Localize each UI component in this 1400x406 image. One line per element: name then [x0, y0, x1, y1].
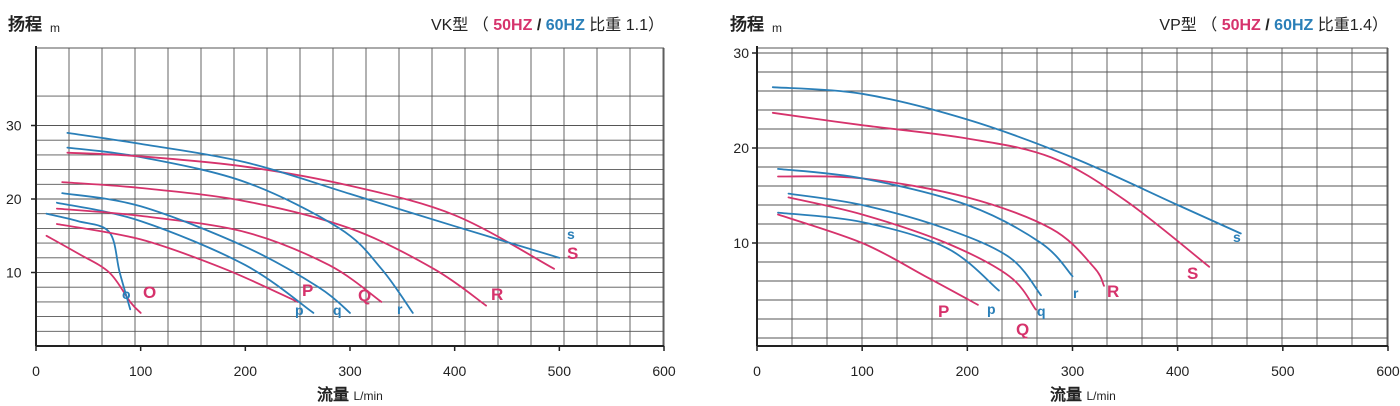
vk-curve-label-r: r [397, 301, 403, 317]
vp-title-gravity: 比重1.4） [1318, 16, 1388, 34]
vp-chart-panel: 扬程 m VP型 （ 50HZ / 60HZ 比重1.4） 0 100 200 300… [730, 14, 1400, 404]
vk-title-sep: / [537, 17, 542, 34]
vk-curve-label-s: s [567, 226, 575, 242]
vp-curve-60hz-q [787, 192, 1042, 297]
vp-curve-60hz-p [777, 211, 1000, 292]
vp-x-tick-label: 500 [1271, 363, 1295, 379]
vp-curves [771, 86, 1242, 311]
vk-curve-60hz-q [61, 192, 351, 314]
vp-curve-label-Q: Q [1016, 320, 1029, 339]
vk-curves [45, 132, 561, 314]
vk-curve-labels: Oo Pp Qq Rr Ss [122, 226, 578, 318]
vk-title-50hz: 50HZ [493, 17, 532, 34]
vk-curve-label-O: O [143, 283, 156, 302]
vp-title-sep: / [1265, 17, 1270, 34]
vk-x-tick-label: 0 [32, 363, 40, 379]
vk-xlabel-unit: L/min [353, 389, 382, 403]
vk-title-gravity: 比重 1.1） [589, 16, 664, 34]
vp-curve-label-p: p [987, 301, 996, 317]
vp-curve-label-s: s [1233, 229, 1241, 245]
vk-y-tick-label: 20 [6, 191, 22, 207]
vp-y-tick-label: 30 [733, 45, 749, 61]
vk-grid [35, 46, 665, 347]
vp-curve-50hz-Q [787, 196, 1037, 311]
vk-curve-50hz-P [56, 223, 299, 303]
vk-chart-panel: 扬程 m VK型 （ 50HZ / 60HZ 比重 1.1） 0 100 200 30… [6, 14, 676, 404]
vp-x-tick-label: 0 [753, 363, 761, 379]
vk-curve-50hz-S [66, 151, 555, 270]
vk-title-open: （ [473, 16, 489, 34]
vp-curve-label-r: r [1073, 285, 1079, 301]
vp-curve-50hz-P [777, 213, 979, 306]
vp-title-open: （ [1201, 16, 1217, 34]
vk-curve-label-P: P [302, 281, 313, 300]
vk-curve-50hz-Q [56, 207, 383, 303]
vk-curve-60hz-s [66, 132, 561, 259]
vp-curve-60hz-s [771, 86, 1242, 235]
vk-y-tick-label: 30 [6, 118, 22, 134]
vk-curve-label-q: q [333, 302, 342, 318]
vk-chart-title: VK型 （ 50HZ / 60HZ 比重 1.1） [431, 16, 664, 34]
vp-curve-label-R: R [1107, 282, 1119, 301]
vp-y-tick-label: 20 [733, 140, 749, 156]
vp-xlabel: 流量 L/min [1050, 385, 1116, 404]
vk-title-model: VK型 [431, 16, 468, 34]
vp-title-60hz: 60HZ [1274, 17, 1313, 34]
vk-title-60hz: 60HZ [546, 17, 585, 34]
vk-xlabel-text: 流量 [317, 385, 349, 404]
vk-curve-50hz-R [61, 181, 487, 307]
vk-x-tick-label: 200 [234, 363, 258, 379]
vp-xlabel-text: 流量 [1050, 385, 1082, 404]
vk-curve-label-S: S [567, 244, 578, 263]
vp-curve-60hz-r [777, 168, 1074, 278]
vk-x-tick-label: 400 [443, 363, 467, 379]
vk-x-tick-label: 500 [548, 363, 572, 379]
vk-curve-label-o: o [122, 286, 131, 302]
vk-xlabel: 流量 L/min [317, 385, 383, 404]
vk-ylabel-unit: m [50, 21, 60, 35]
vp-xlabel-unit: L/min [1086, 389, 1115, 403]
vk-curve-label-R: R [491, 285, 503, 304]
vk-x-tick-label: 600 [652, 363, 676, 379]
vk-curve-50hz-O [45, 234, 142, 314]
vp-curve-50hz-S [771, 111, 1211, 268]
vp-curve-50hz-R [777, 175, 1105, 287]
vp-x-tick-label: 600 [1376, 363, 1400, 379]
vk-ylabel: 扬程 [8, 14, 42, 34]
vp-x-tick-label: 100 [850, 363, 874, 379]
vk-tick-labels: 0 100 200 300 400 500 600 10 20 30 [6, 118, 676, 380]
vp-tick-labels: 0 100 200 300 400 500 600 10 20 30 [733, 45, 1399, 379]
vp-title-50hz: 50HZ [1222, 17, 1261, 34]
vk-x-tick-label: 300 [338, 363, 362, 379]
vp-grid [756, 46, 1389, 347]
vk-x-tick-label: 100 [129, 363, 153, 379]
vp-ylabel-unit: m [772, 21, 782, 35]
vp-curve-label-q: q [1037, 303, 1046, 319]
vk-curve-label-p: p [295, 302, 304, 318]
vk-curve-60hz-p [56, 201, 315, 314]
vp-x-tick-label: 400 [1166, 363, 1190, 379]
vk-curve-label-Q: Q [358, 286, 371, 305]
vp-y-tick-label: 10 [733, 235, 749, 251]
vk-y-tick-label: 10 [6, 265, 22, 281]
vp-curve-label-S: S [1187, 264, 1198, 283]
vp-chart-title: VP型 （ 50HZ / 60HZ 比重1.4） [1159, 16, 1388, 34]
vp-curve-label-P: P [938, 302, 949, 321]
vp-title-model: VP型 [1159, 16, 1196, 34]
vp-x-tick-label: 300 [1061, 363, 1085, 379]
vp-ylabel: 扬程 [730, 14, 764, 34]
vp-x-tick-label: 200 [956, 363, 980, 379]
